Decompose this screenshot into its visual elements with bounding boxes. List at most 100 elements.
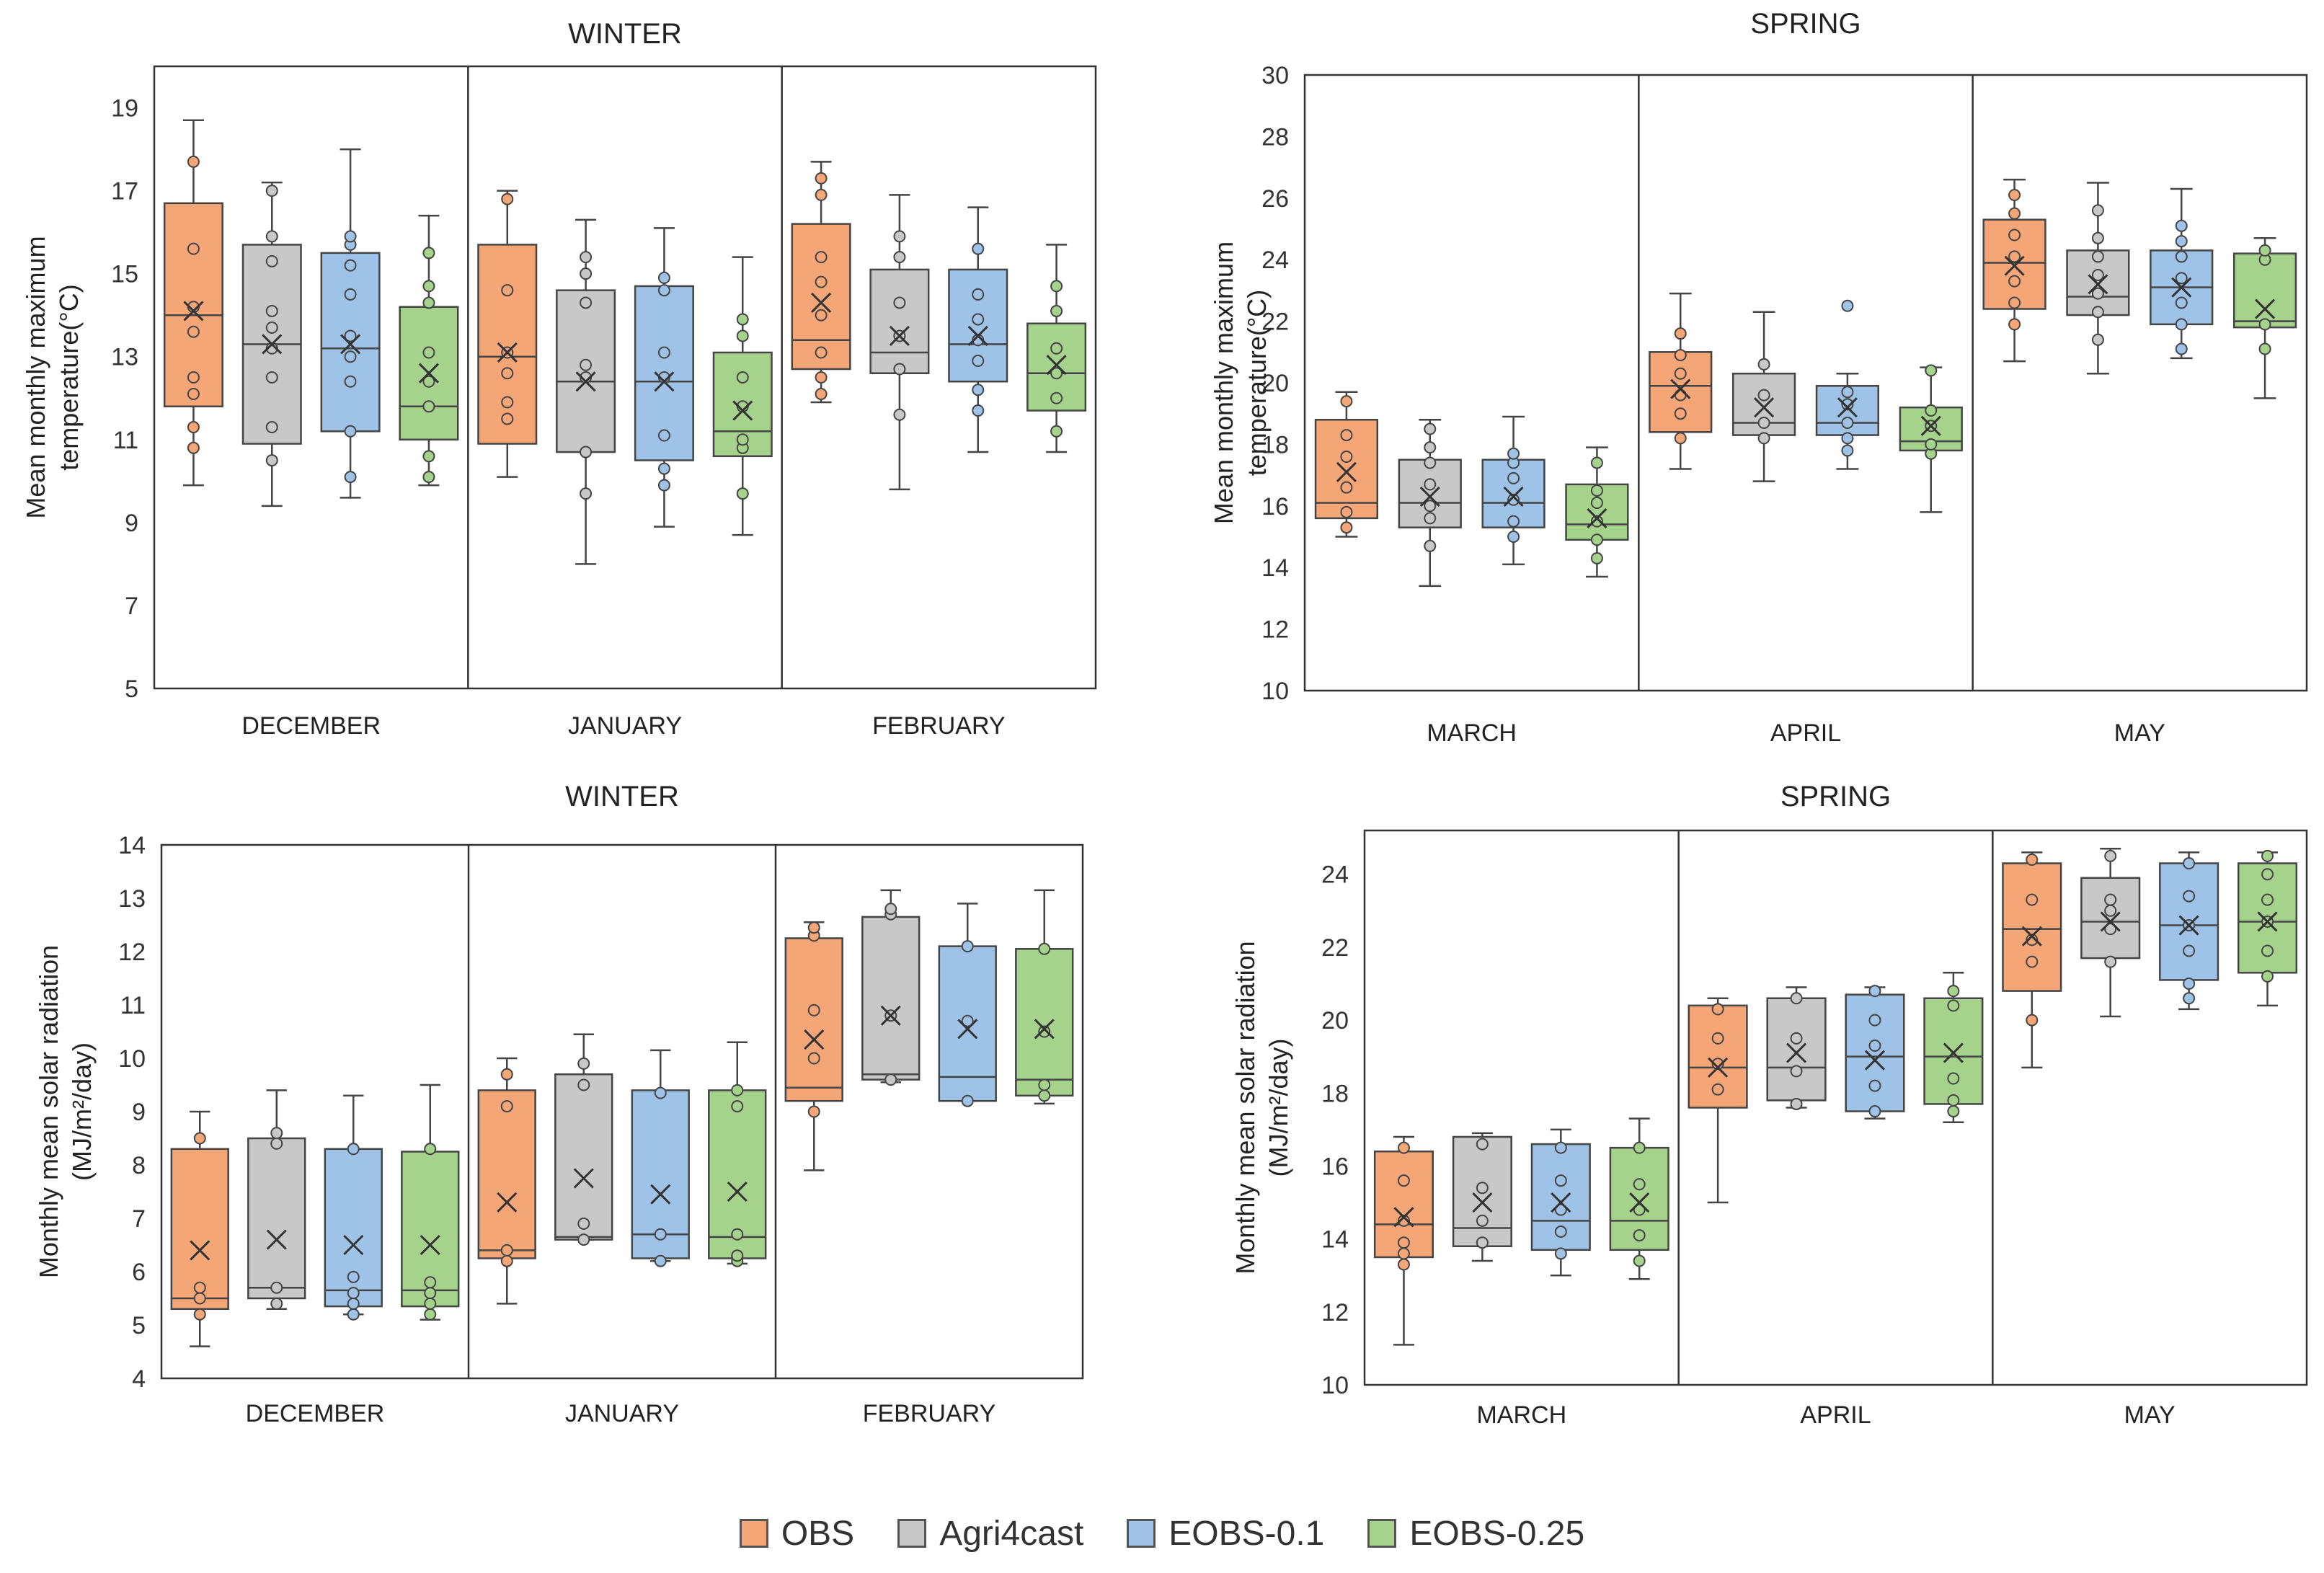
data-point <box>736 487 749 500</box>
data-point <box>1868 985 1881 998</box>
data-point <box>1476 1138 1489 1151</box>
mean-marker-stroke <box>1629 1192 1650 1213</box>
y-tick-label: 10 <box>1321 1372 1349 1399</box>
y-axis-label-line: Mean monthly maximum <box>21 236 50 518</box>
y-tick-label: 7 <box>125 593 138 620</box>
y-tick-label: 20 <box>1321 1007 1349 1034</box>
mean-marker-stroke <box>262 334 283 355</box>
data-point <box>1038 1089 1051 1102</box>
data-point <box>1947 1072 1960 1085</box>
data-point <box>422 450 435 463</box>
data-point <box>2008 189 2021 202</box>
mean-marker <box>811 292 832 314</box>
y-tick-label: 28 <box>1261 123 1289 151</box>
y-tick-label: 14 <box>1261 554 1289 582</box>
mean-marker-stroke <box>1551 1192 1571 1213</box>
data-point <box>500 1068 513 1081</box>
data-point <box>1397 1247 1410 1260</box>
data-point <box>972 288 985 301</box>
iqr-box <box>1766 997 1827 1102</box>
mean-marker <box>573 1168 594 1189</box>
y-tick-label: 22 <box>1261 309 1289 336</box>
data-point <box>1711 1058 1724 1071</box>
data-point <box>1554 1203 1567 1216</box>
y-tick-label: 9 <box>125 510 138 537</box>
legend-label-agri4cast: Agri4cast <box>939 1514 1084 1553</box>
data-point <box>961 1094 974 1107</box>
mean-marker-stroke <box>1670 378 1691 399</box>
data-point <box>265 304 278 317</box>
box-obs-april <box>1687 997 1748 1204</box>
legend-swatch-agri4cast <box>897 1519 927 1548</box>
month-label-january: JANUARY <box>565 1400 679 1427</box>
data-point <box>2183 857 2196 870</box>
data-point <box>580 267 593 280</box>
mean-marker <box>2088 274 2108 295</box>
data-point <box>2008 207 2021 220</box>
data-point <box>1507 471 1520 484</box>
mean-marker <box>183 301 204 322</box>
box-eobs-0-1-april <box>1845 985 1905 1120</box>
y-tick-label: 14 <box>1321 1226 1349 1254</box>
data-point <box>1868 1079 1881 1092</box>
box-eobs-0-25-may <box>2237 849 2298 1007</box>
data-point <box>265 371 278 384</box>
data-point <box>424 1276 437 1289</box>
data-point <box>270 1281 283 1294</box>
mean-marker <box>2021 926 2042 947</box>
data-point <box>501 284 514 297</box>
plot-frame <box>153 65 1097 690</box>
chart-winter-radiation: WINTER 4 5 6 7 8 9 10 11 12 13 14 Monthly mean solar… <box>34 781 1084 1427</box>
data-point <box>577 1078 590 1091</box>
iqr-box <box>2002 862 2062 992</box>
data-point <box>2261 970 2274 983</box>
data-point <box>657 429 670 442</box>
data-point <box>2008 275 2021 288</box>
data-point <box>884 903 897 916</box>
mean-marker-stroke <box>190 1240 210 1261</box>
mean-marker-stroke <box>1786 1042 1807 1063</box>
y-tick-label: 10 <box>1261 678 1289 705</box>
data-point <box>1947 1094 1960 1107</box>
data-point <box>1947 985 1960 998</box>
iqr-box <box>1015 948 1074 1097</box>
mean-marker-stroke <box>1472 1192 1493 1213</box>
y-tick-label: 18 <box>1321 1080 1349 1107</box>
y-tick-label: 22 <box>1321 934 1349 962</box>
data-point <box>424 1143 437 1156</box>
data-point <box>501 192 514 205</box>
data-point <box>344 329 357 342</box>
box-obs-february <box>791 161 851 404</box>
mean-marker-stroke <box>266 1229 287 1250</box>
mean-marker-stroke <box>1837 397 1858 418</box>
data-point <box>1507 515 1520 528</box>
data-point <box>422 296 435 309</box>
data-point <box>1590 533 1603 546</box>
data-point <box>815 346 828 359</box>
legend-swatch-eobs-0-1 <box>1127 1519 1156 1548</box>
mean-marker <box>1034 1019 1055 1040</box>
data-point <box>815 309 828 322</box>
data-point <box>1757 389 1770 402</box>
data-point <box>1590 456 1603 469</box>
data-point <box>2008 229 2021 242</box>
data-point <box>654 1254 667 1267</box>
mean-marker-stroke <box>2088 274 2108 295</box>
data-point <box>2258 342 2271 355</box>
mean-marker <box>418 363 439 384</box>
legend-swatch-eobs-0-25 <box>1367 1519 1397 1548</box>
data-point <box>2175 235 2188 248</box>
data-point <box>187 155 200 168</box>
data-point <box>500 1100 513 1113</box>
data-point <box>815 388 828 401</box>
data-point <box>2258 244 2271 257</box>
mean-marker <box>1786 1042 1807 1063</box>
box-agri4cast-march <box>1452 1132 1512 1262</box>
data-point <box>654 1086 667 1099</box>
y-axis-label-line: Monthly mean solar radiation <box>1230 941 1260 1274</box>
legend: OBS Agri4cast EOBS-0.1 EOBS-0.25 <box>0 1508 2324 1559</box>
data-point <box>1340 395 1353 408</box>
box-eobs-0-25-january <box>712 256 773 536</box>
data-point <box>1554 1226 1567 1239</box>
